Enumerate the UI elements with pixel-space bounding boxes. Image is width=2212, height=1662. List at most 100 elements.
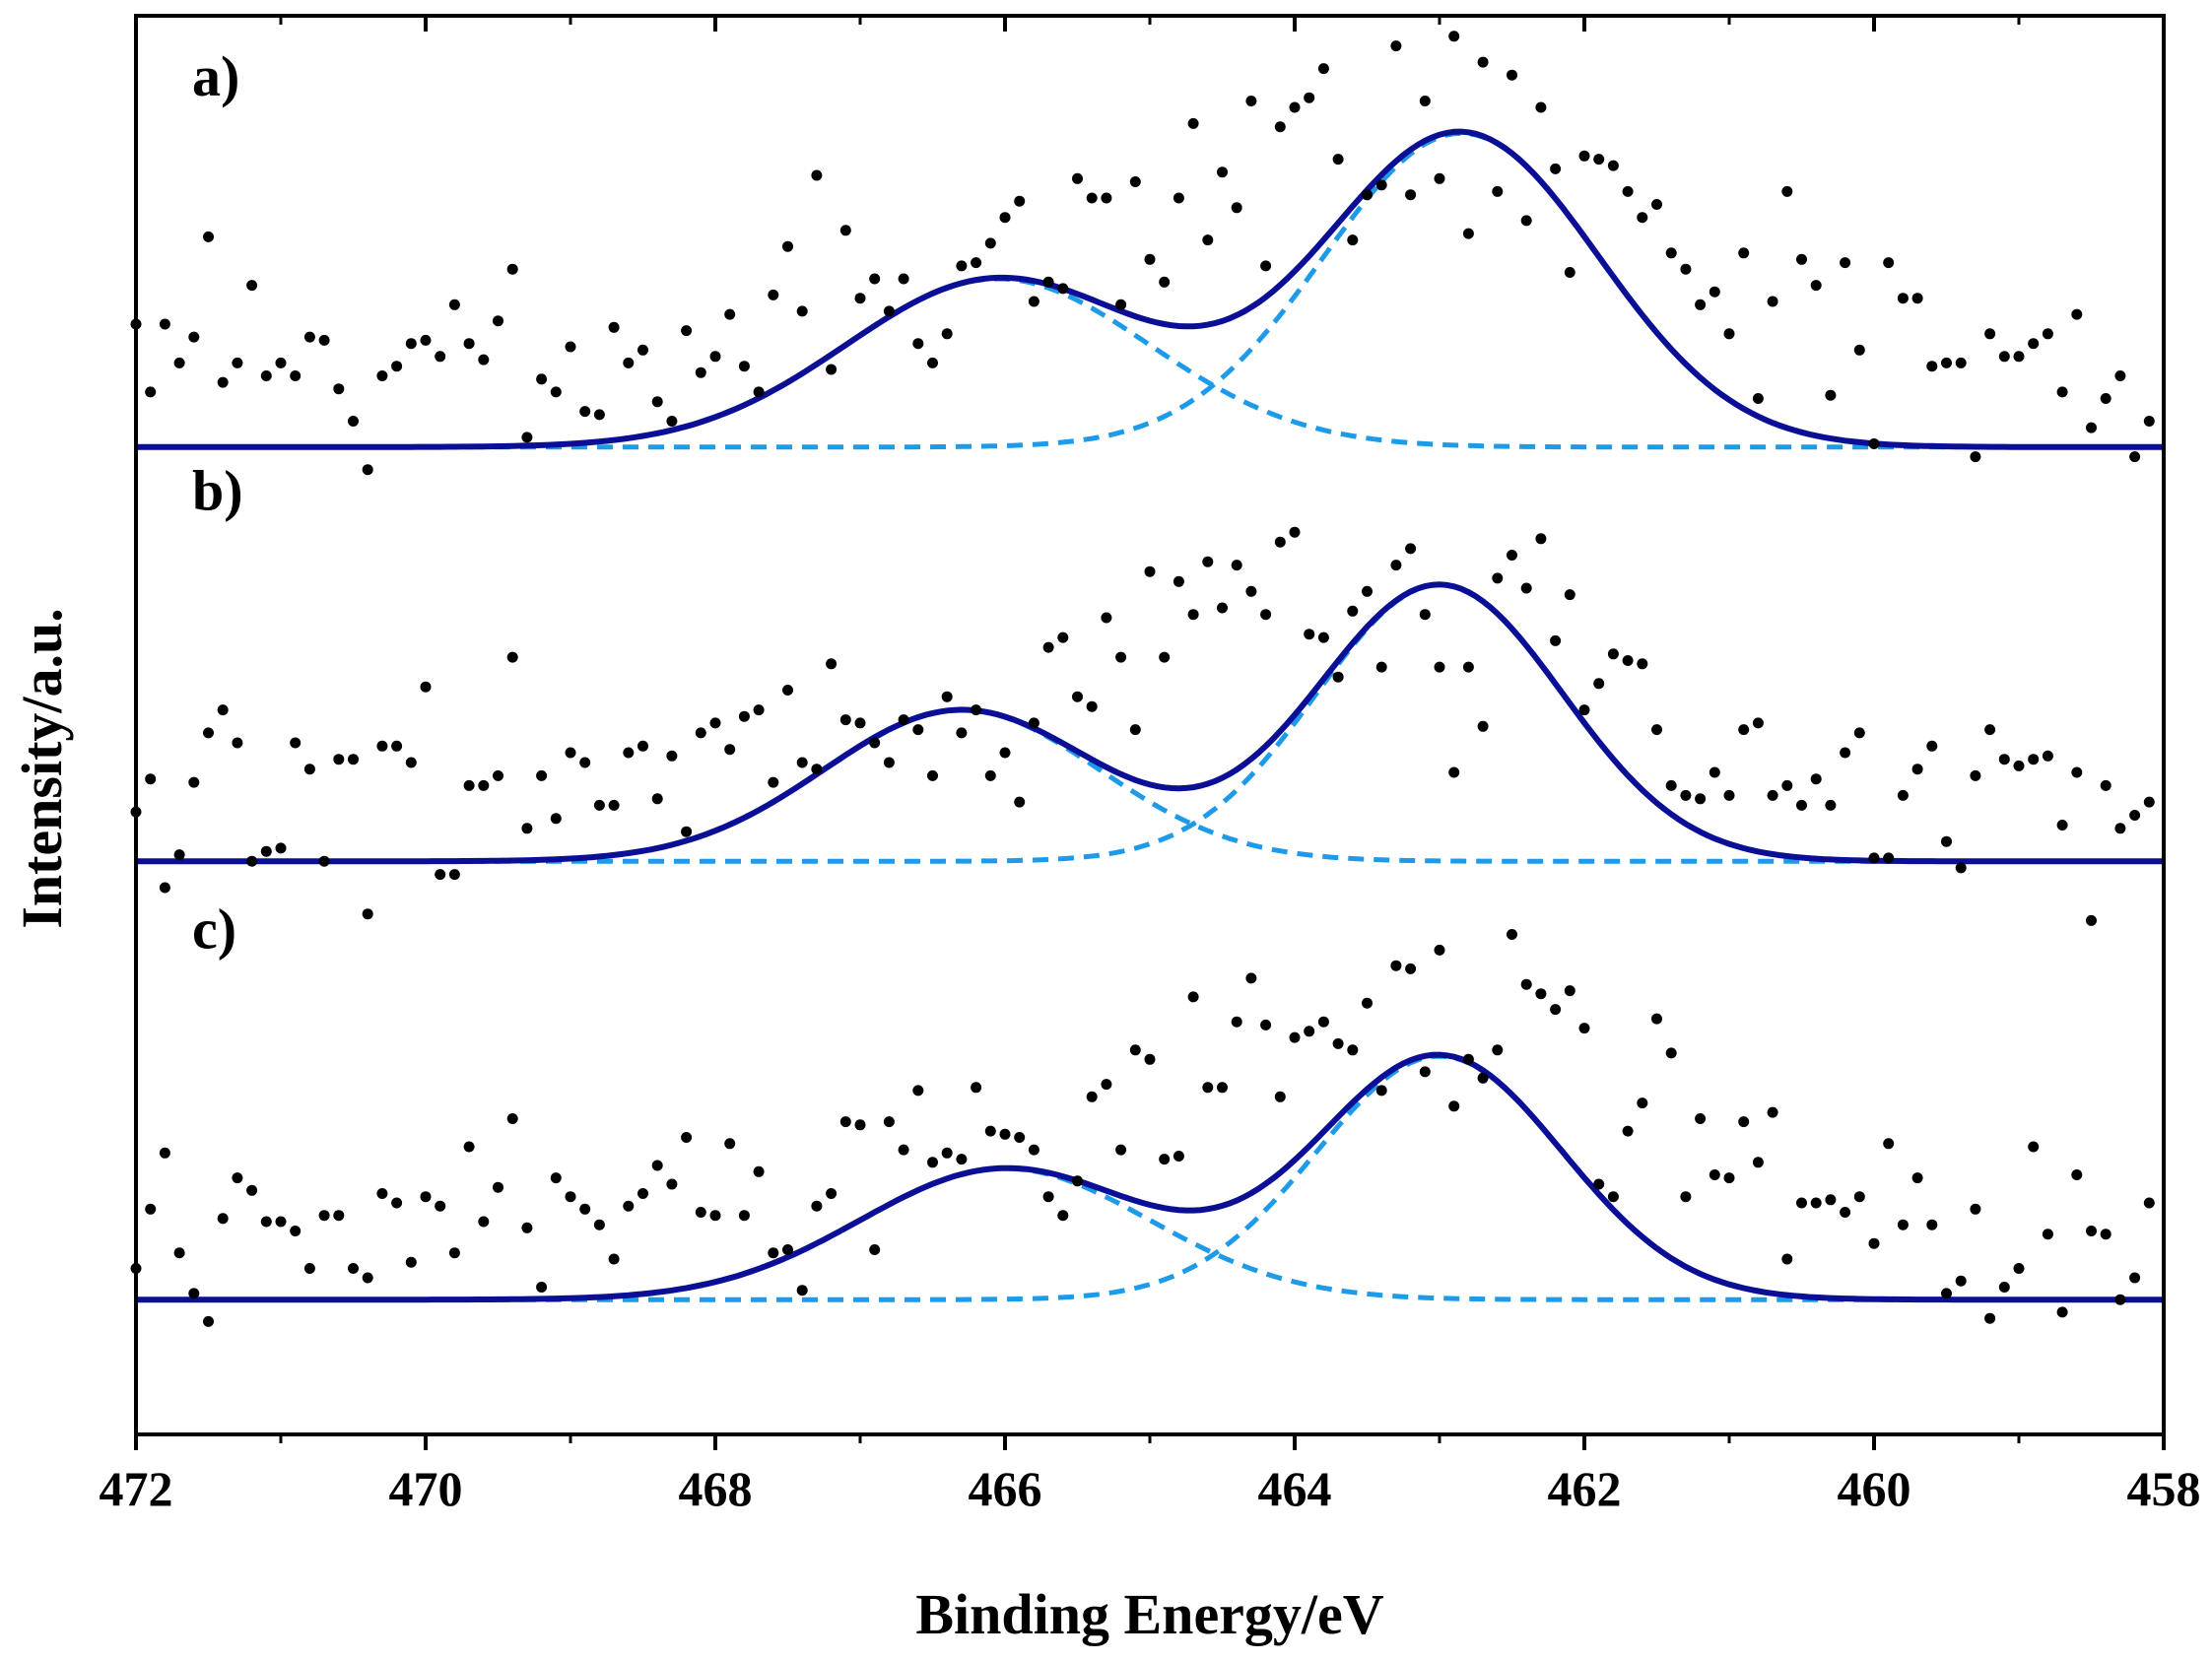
- data-point: [536, 373, 548, 385]
- data-point: [1477, 720, 1489, 732]
- data-point: [1941, 1288, 1952, 1299]
- data-point: [839, 1116, 851, 1128]
- data-point: [927, 1157, 938, 1168]
- data-point: [246, 1184, 258, 1196]
- x-tick-label: 466: [969, 1461, 1042, 1516]
- data-point: [2056, 820, 2068, 831]
- data-point: [753, 704, 765, 716]
- data-point: [1115, 299, 1127, 310]
- data-point: [506, 651, 518, 663]
- data-point: [941, 1147, 953, 1159]
- data-point: [1462, 228, 1474, 239]
- data-point: [159, 882, 170, 894]
- data-point: [2056, 1306, 2068, 1318]
- data-point: [290, 1226, 302, 1236]
- data-point: [738, 1210, 750, 1222]
- data-point: [1390, 40, 1402, 52]
- data-point: [1578, 704, 1590, 716]
- data-point: [1998, 1282, 2010, 1293]
- data-point: [405, 338, 417, 350]
- data-point: [303, 1263, 315, 1274]
- data-point: [768, 289, 779, 300]
- data-point: [1796, 1197, 1807, 1209]
- data-point: [1970, 451, 1981, 463]
- x-axis-label: Binding Energy/eV: [915, 1582, 1383, 1646]
- data-point: [217, 376, 229, 388]
- data-point: [1941, 357, 1952, 368]
- data-point: [1998, 351, 2010, 363]
- data-point: [941, 328, 953, 340]
- data-point: [2071, 308, 2083, 320]
- data-point: [1622, 1125, 1634, 1137]
- data-point: [1578, 1023, 1590, 1034]
- data-point: [1173, 1151, 1184, 1162]
- data-point: [1462, 1053, 1474, 1065]
- data-point: [1767, 1106, 1778, 1118]
- data-point: [405, 1256, 417, 1268]
- data-point: [637, 1188, 648, 1199]
- data-point: [709, 1210, 721, 1222]
- data-point: [493, 769, 503, 781]
- data-point: [768, 1247, 779, 1259]
- x-tick-label: 470: [389, 1461, 463, 1516]
- data-point: [145, 773, 157, 785]
- data-point: [1752, 393, 1764, 404]
- data-point: [1622, 185, 1634, 197]
- data-point: [420, 334, 432, 346]
- data-point: [463, 338, 475, 350]
- data-point: [2100, 1229, 2111, 1240]
- data-point: [246, 280, 258, 292]
- data-point: [1897, 789, 1909, 801]
- data-point: [666, 750, 678, 762]
- data-point: [1129, 176, 1141, 187]
- data-point: [782, 1244, 793, 1255]
- data-point: [1101, 1079, 1112, 1091]
- data-point: [1637, 1097, 1648, 1109]
- data-point: [463, 1141, 475, 1153]
- data-point: [637, 740, 648, 752]
- data-point: [1825, 799, 1837, 811]
- data-point: [1419, 1066, 1431, 1078]
- data-point: [796, 305, 808, 317]
- data-point: [1680, 263, 1692, 275]
- data-point: [1289, 101, 1301, 113]
- data-point: [854, 1119, 866, 1131]
- data-point: [1911, 764, 1923, 775]
- data-point: [2086, 914, 2097, 926]
- data-point: [1448, 31, 1460, 42]
- data-point: [1274, 121, 1286, 133]
- data-point: [1260, 260, 1272, 272]
- data-point: [1550, 1004, 1562, 1016]
- data-point: [1970, 769, 1981, 781]
- data-point: [1550, 634, 1562, 646]
- data-point: [883, 1116, 895, 1128]
- data-point: [681, 1132, 693, 1143]
- data-point: [2013, 1263, 2025, 1274]
- data-point: [1144, 253, 1156, 265]
- data-point: [2042, 1229, 2053, 1240]
- data-point: [1245, 972, 1257, 984]
- data-point: [579, 406, 591, 418]
- data-point: [1680, 789, 1692, 801]
- data-point: [971, 1082, 982, 1094]
- data-point: [1840, 1207, 1851, 1218]
- panel-b: b): [130, 458, 2164, 926]
- data-point: [1911, 1172, 1923, 1184]
- data-point: [753, 386, 765, 398]
- data-point: [1173, 192, 1184, 204]
- data-point: [1289, 526, 1301, 538]
- data-point: [1781, 779, 1793, 791]
- data-point: [1853, 1191, 1865, 1203]
- x-tick-label: 468: [679, 1461, 753, 1516]
- x-tick-label: 460: [1838, 1461, 1911, 1516]
- data-point: [348, 1263, 359, 1274]
- data-point: [2056, 386, 2068, 398]
- data-point: [521, 1222, 533, 1233]
- data-point: [506, 263, 518, 275]
- data-point: [1405, 963, 1417, 974]
- data-point: [593, 409, 605, 421]
- data-point: [550, 386, 562, 398]
- x-tick-label: 472: [100, 1461, 173, 1516]
- data-point: [1317, 1016, 1329, 1028]
- data-point: [391, 740, 403, 752]
